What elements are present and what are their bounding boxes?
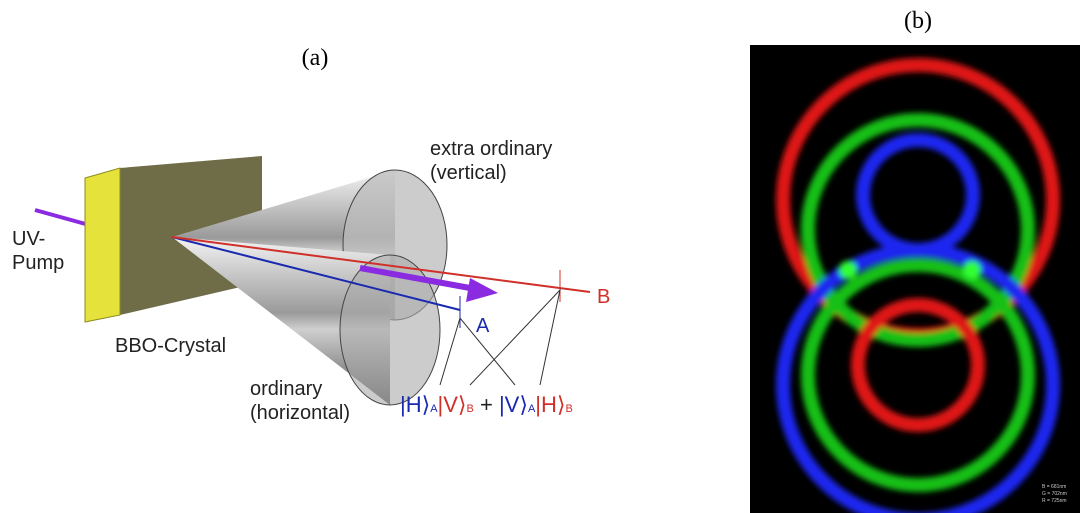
legend: G = 702nm <box>1042 491 1067 497</box>
formula: |H⟩A|V⟩B + |V⟩A|H⟩B <box>400 392 573 417</box>
text: ordinary <box>250 378 322 400</box>
text: BBO-Crystal <box>115 335 226 357</box>
text: (horizontal) <box>250 402 350 424</box>
panel-label: (a) <box>302 45 329 71</box>
legend: B = 681nm <box>1042 484 1066 490</box>
panel-label: (b) <box>904 8 932 34</box>
text: (vertical) <box>430 162 507 184</box>
panel-a: (a) extra ordinary (vertical) UV- Pump B… <box>12 45 610 424</box>
text: UV- <box>12 228 45 250</box>
text: B <box>597 286 610 308</box>
panel-b: (b) B = 681nm G = 702nm R = 725nm <box>750 8 1080 513</box>
text: A <box>476 315 490 337</box>
connector <box>470 290 560 385</box>
text: Pump <box>12 252 64 274</box>
figure: (a) extra ordinary (vertical) UV- Pump B… <box>0 0 1080 513</box>
pump-arrow <box>466 278 498 302</box>
legend: R = 725nm <box>1042 498 1067 504</box>
text: extra ordinary <box>430 138 552 160</box>
crystal-face <box>85 168 120 322</box>
